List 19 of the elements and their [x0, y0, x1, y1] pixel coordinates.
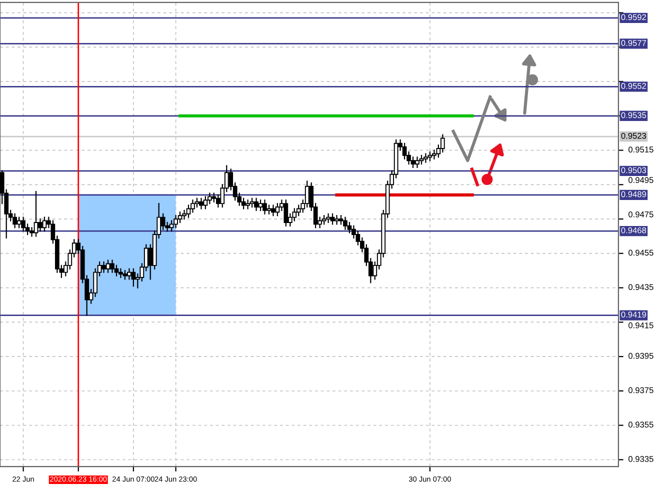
y-tick-label: 0.9375	[628, 387, 654, 394]
ref-line-label: 0.9489	[621, 191, 646, 198]
y-tick-label: 0.9335	[628, 456, 654, 462]
ref-line-label: 0.9468	[621, 227, 646, 234]
y-tick-label: 0.9495	[628, 177, 654, 183]
y-tick-label: 0.9435	[628, 284, 654, 290]
y-tick-label: 0.9415	[628, 322, 654, 328]
ref-line-label: 0.9577	[621, 40, 646, 46]
y-tick-label: 0.9395	[628, 352, 654, 359]
ref-line-label: 0.9535	[621, 112, 646, 118]
ref-line-label: 0.9523	[621, 132, 646, 139]
ref-line-label: 0.9503	[621, 167, 646, 174]
y-tick-label: 0.9455	[628, 250, 654, 256]
ref-line-label: 0.9552	[621, 82, 646, 89]
y-tick-label: 0.9475	[628, 211, 654, 218]
ref-line-label: 0.9592	[621, 14, 646, 20]
ref-line-label: 0.9419	[621, 312, 646, 318]
y-tick-label: 0.9355	[628, 422, 654, 428]
y-tick-label: 0.9515	[628, 146, 654, 152]
